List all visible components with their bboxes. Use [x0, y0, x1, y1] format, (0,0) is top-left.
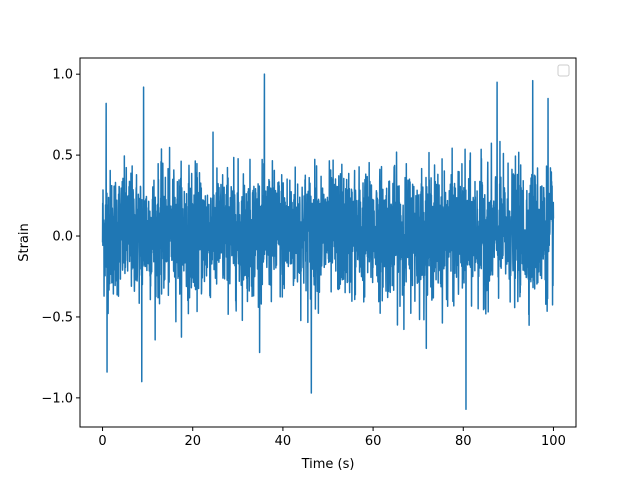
y-tick-label: −1.0: [41, 391, 73, 406]
y-tick-label: 0.0: [52, 230, 73, 245]
y-tick-label: 0.5: [52, 149, 73, 164]
axes-frame: [79, 57, 577, 428]
x-tick-label: 100: [541, 434, 566, 449]
x-tick-label: 40: [275, 434, 292, 449]
x-tick-label: 0: [98, 434, 106, 449]
x-tick-label: 80: [455, 434, 472, 449]
legend-box: [557, 64, 570, 77]
x-tick-label: 20: [184, 434, 201, 449]
y-axis-label: Strain: [17, 223, 32, 262]
x-tick-label: 60: [365, 434, 382, 449]
axis-ticks: 0 20 40 60 80 100 −1.0 −0.5 0.0 0.5 1.0: [41, 68, 565, 449]
x-axis-label: Time (s): [301, 457, 355, 472]
plot-area: [101, 73, 555, 410]
strain-series-line: [101, 73, 555, 410]
y-tick-label: 1.0: [52, 68, 73, 83]
y-tick-label: −0.5: [41, 310, 73, 325]
